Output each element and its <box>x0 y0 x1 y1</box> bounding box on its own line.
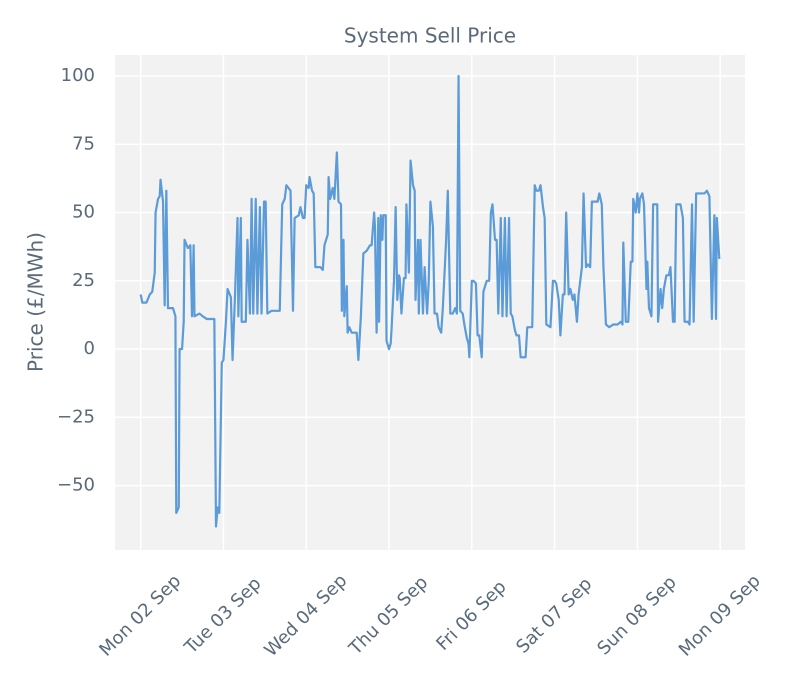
x-tick-label: Thu 05 Sep <box>344 572 432 660</box>
y-axis-label: Price (£/MWh) <box>24 232 48 372</box>
y-tick-label: 0 <box>84 338 95 359</box>
y-tick-label: 50 <box>72 202 95 223</box>
plot-area <box>115 55 745 550</box>
y-tick-label: 25 <box>72 270 95 291</box>
y-tick-label: −50 <box>57 475 95 496</box>
price-line <box>139 74 721 528</box>
x-tick-label: Fri 06 Sep <box>432 577 510 655</box>
y-tick-label: 75 <box>72 133 95 154</box>
chart-title: System Sell Price <box>344 24 516 48</box>
x-tick-label: Sat 07 Sep <box>512 574 596 658</box>
y-tick-label: 100 <box>61 65 95 86</box>
x-tick-label: Mon 09 Sep <box>675 571 765 661</box>
x-tick-label: Sun 08 Sep <box>593 572 680 659</box>
x-tick-label: Wed 04 Sep <box>260 570 351 661</box>
x-tick-label: Mon 02 Sep <box>95 571 185 661</box>
x-tick-label: Tue 03 Sep <box>180 573 266 659</box>
y-tick-label: −25 <box>57 406 95 427</box>
